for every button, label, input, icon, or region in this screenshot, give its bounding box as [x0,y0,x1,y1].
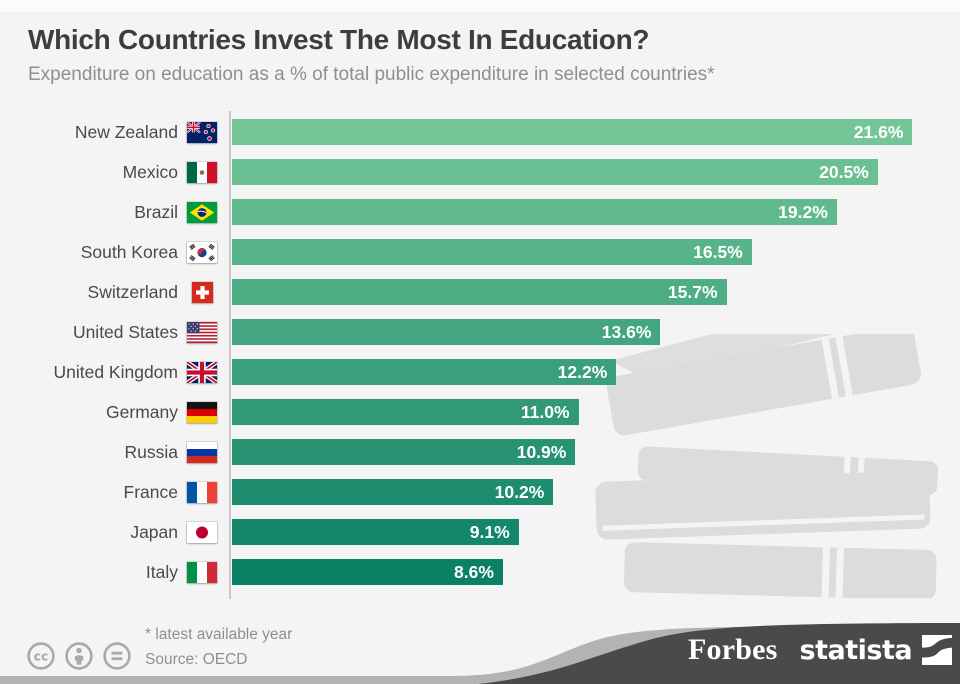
bar: 19.2% [232,198,837,226]
bar-value-label: 10.2% [494,481,545,502]
page-subtitle: Expenditure on education as a % of total… [28,64,715,85]
footnote: * latest available year [145,626,293,643]
flag-br-icon [187,201,217,223]
bar: 11.0% [232,398,579,426]
flag-gb-icon [187,361,217,383]
bar-value-label: 12.2% [557,361,608,382]
bar-row-switzerland: Switzerland 15.7% [0,272,960,312]
axis-line [229,111,231,599]
bar-row-brazil: Brazil 19.2% [0,192,960,232]
country-label: South Korea [80,241,178,262]
bar-row-germany: Germany 11.0% [0,392,960,432]
bar: 10.9% [232,438,576,466]
bar-value-label: 21.6% [853,121,904,142]
bar-value-label: 11.0% [520,401,570,422]
statista-wordmark: statista [799,634,913,666]
country-label: Brazil [134,201,178,222]
bar-value-label: 16.5% [693,241,743,262]
books-watermark-illustration [595,334,939,598]
bar-value-label: 10.9% [516,441,567,462]
bar: 21.6% [232,118,913,146]
bar-rows: New Zealand 21.6% Mexico 20.5% Brazil 19… [0,112,960,592]
bar-row-russia: Russia 10.9% [0,432,960,472]
country-label: Germany [106,401,178,422]
country-label: France [123,481,178,502]
bar-value-label: 19.2% [778,201,828,222]
cc-icon[interactable]: cc [26,641,56,671]
flag-it-icon [187,561,217,583]
bar: 8.6% [232,558,503,586]
flag-ru-icon [187,441,217,463]
bar: 12.2% [232,358,617,386]
bar-value-label: 13.6% [601,321,652,342]
source: Source: OECD [145,651,248,668]
bar-row-united-states: United States 13.6% [0,312,960,352]
flag-de-icon [187,401,217,423]
bar-row-italy: Italy 8.6% [0,552,960,592]
country-label: Russia [124,441,179,462]
bar: 15.7% [232,278,727,306]
forbes-logo[interactable]: Forbes [688,633,778,666]
flag-mx-icon [187,161,217,183]
attribution-person-icon[interactable] [64,641,94,671]
top-strip [0,0,960,12]
country-label: Mexico [122,161,178,182]
country-label: Switzerland [87,281,178,302]
country-label: New Zealand [74,121,178,142]
country-label: United States [72,321,178,342]
bar: 10.2% [232,478,554,506]
bar: 16.5% [232,238,752,266]
flag-kr-icon [187,241,217,263]
page-title: Which Countries Invest The Most In Educa… [28,24,650,55]
country-label: United Kingdom [53,361,178,382]
bar-row-france: France 10.2% [0,472,960,512]
license-icons: cc [26,641,132,671]
bar-value-label: 15.7% [667,281,718,302]
flag-us-icon [187,321,217,343]
footer-wave [0,623,960,684]
bar-value-label: 9.1% [469,521,510,542]
country-label: Japan [130,521,178,542]
bar-value-label: 20.5% [819,161,869,182]
bar: 13.6% [232,318,661,346]
svg-text:cc: cc [34,649,49,664]
statista-logo[interactable]: statista [800,635,953,666]
flag-fr-icon [187,481,217,503]
bar-row-new-zealand: New Zealand 21.6% [0,112,960,152]
bar-row-mexico: Mexico 20.5% [0,152,960,192]
bar-row-united-kingdom: United Kingdom 12.2% [0,352,960,392]
bar: 20.5% [232,158,878,186]
statista-mark-icon [922,635,953,665]
flag-jp-icon [187,521,217,543]
country-label: Italy [145,561,178,582]
bar-row-japan: Japan 9.1% [0,512,960,552]
flag-nz-icon [187,121,217,143]
footnotes: * latest available year Source: OECD [145,622,292,672]
bar-value-label: 8.6% [454,561,494,582]
flag-ch-icon [187,281,217,303]
bar-row-south-korea: South Korea 16.5% [0,232,960,272]
equals-icon[interactable] [102,641,132,671]
brand-logos: Forbes statista [688,633,953,667]
bar: 9.1% [232,518,519,546]
